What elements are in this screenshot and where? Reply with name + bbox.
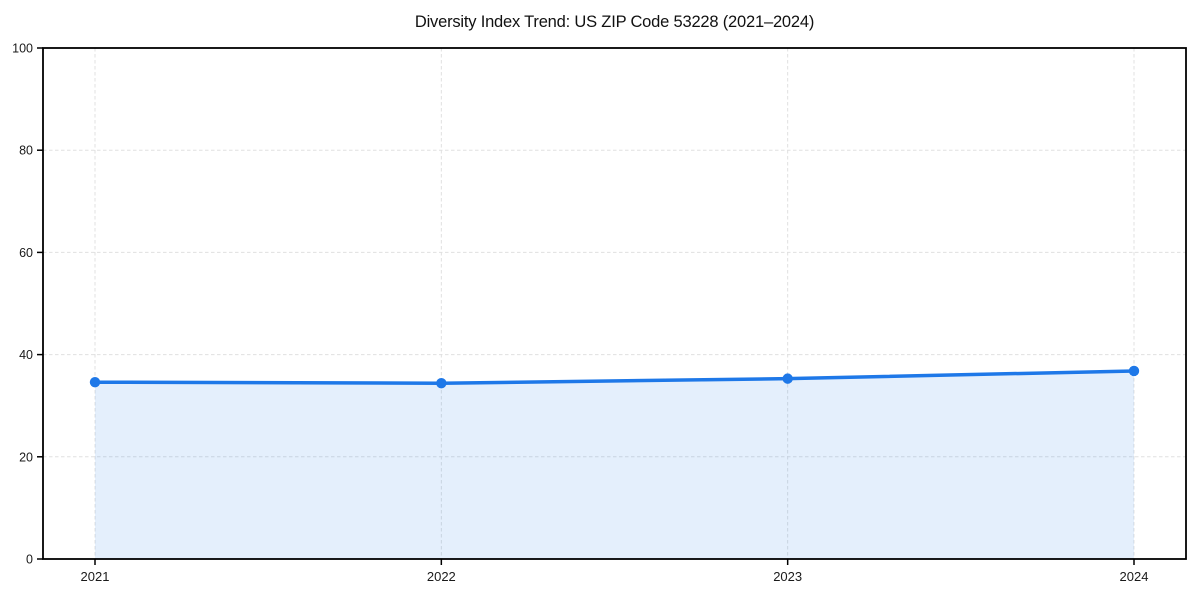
y-tick-label: 80 <box>19 144 33 158</box>
x-tick-label: 2022 <box>427 569 456 584</box>
plot-border <box>42 47 1187 560</box>
y-tick-label: 100 <box>12 42 33 56</box>
series-line <box>93 369 1136 385</box>
y-tick-label: 40 <box>19 348 33 362</box>
data-point <box>89 376 101 388</box>
data-point <box>1128 365 1140 377</box>
y-tick-label: 20 <box>19 450 33 464</box>
x-tick-label: 2023 <box>773 569 802 584</box>
data-point <box>782 373 793 384</box>
chart-title: Diversity Index Trend: US ZIP Code 53228… <box>414 13 815 31</box>
y-tick-label: 0 <box>26 553 33 567</box>
y-tick-label: 60 <box>19 246 33 260</box>
series-area <box>95 370 1134 559</box>
data-point <box>436 378 447 389</box>
x-tick-label: 2024 <box>1120 569 1149 584</box>
x-tick-label: 2021 <box>81 569 110 584</box>
